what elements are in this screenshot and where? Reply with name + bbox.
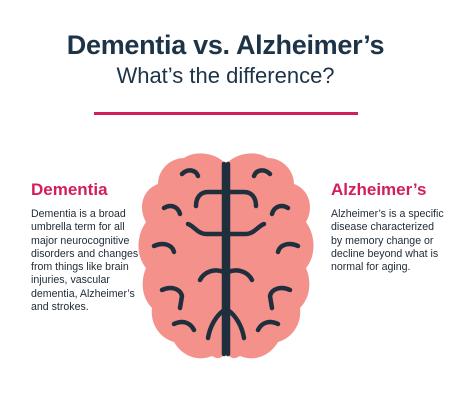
brain-icon <box>138 153 314 359</box>
brain-left-hemisphere <box>138 153 224 359</box>
dementia-description: Dementia is a broad umbrella term for al… <box>31 208 139 314</box>
alzheimers-description: Alzheimer’s is a specific disease charac… <box>331 208 444 274</box>
title-divider <box>94 112 358 115</box>
dementia-heading: Dementia <box>31 180 108 199</box>
brain-right-hemisphere <box>228 153 314 359</box>
page-subtitle: What’s the difference? <box>116 63 335 88</box>
page-title: Dementia vs. Alzheimer’s <box>66 30 385 60</box>
alzheimers-heading: Alzheimer’s <box>331 180 427 199</box>
